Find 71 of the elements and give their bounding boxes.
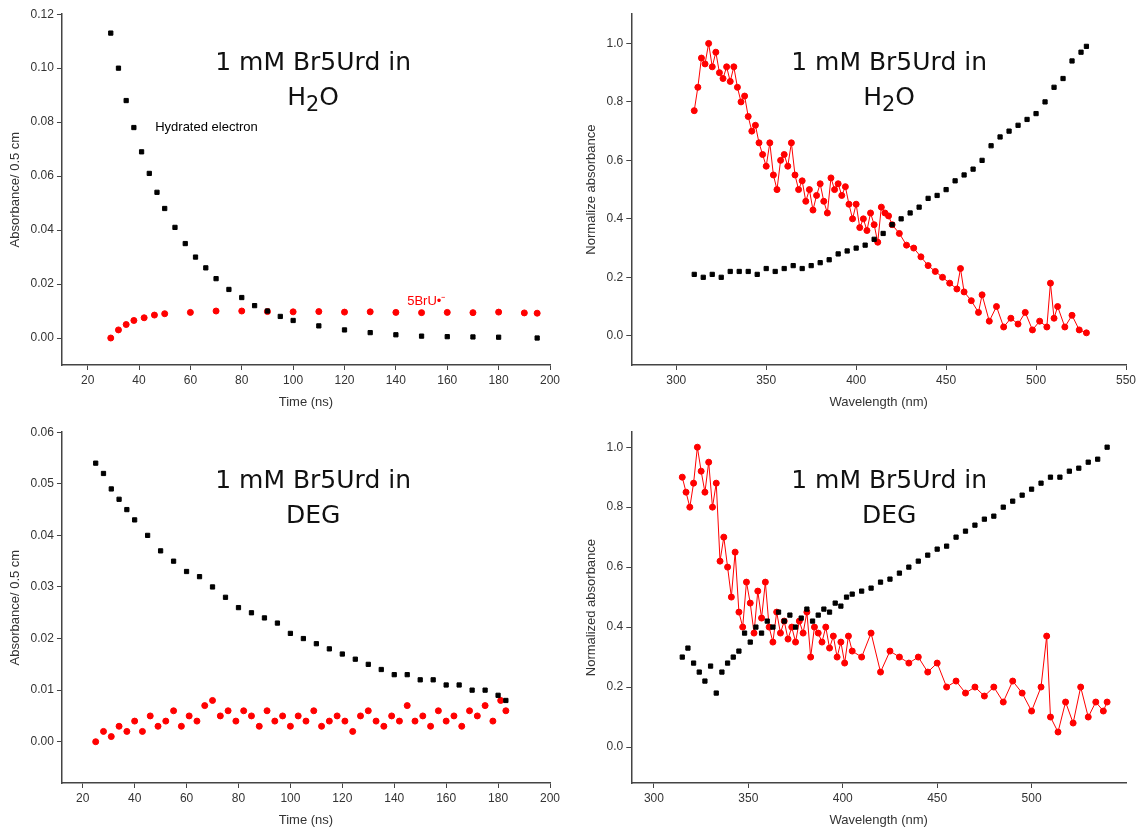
y-tick-label: 0.06	[30, 168, 55, 183]
series-label: Hydrated electron	[155, 119, 258, 134]
x-tick-label: 450	[927, 790, 948, 805]
text: 1 mM Br5Urd in DEG	[790, 464, 988, 531]
y-tick-label: 0.04	[30, 222, 55, 237]
x-tick-label: 160	[437, 372, 458, 387]
x-tick-label: 200	[539, 790, 561, 805]
x-tick-label: 350	[738, 790, 759, 805]
y-tick-label: 0.00	[30, 734, 55, 749]
x-tick-label: 500	[1026, 372, 1047, 387]
x-axis-title: Time (ns)	[278, 811, 334, 827]
x-tick-label: 20	[80, 372, 95, 387]
y-tick-label: 0.02	[30, 276, 55, 291]
x-tick-label: 120	[332, 790, 353, 805]
y-tick-label: 0.05	[30, 476, 55, 491]
y-tick-label: 1.0	[606, 35, 624, 50]
y-tick-label: 0.12	[30, 6, 55, 21]
y-tick-label: 0.8	[606, 499, 624, 514]
text: 1 mM Br5Urd in H$_{2}$O	[790, 46, 988, 118]
x-axis-title: Wavelength (nm)	[829, 811, 928, 827]
x-tick-label: 60	[183, 372, 198, 387]
x-tick-label: 140	[385, 372, 407, 387]
y-tick-label: 0.2	[606, 679, 624, 694]
y-tick-label: 0.01	[30, 682, 55, 697]
x-tick-label: 300	[643, 790, 665, 805]
y-tick-label: 0.2	[606, 269, 624, 284]
y-tick-label: 1.0	[606, 439, 624, 454]
y-tick-label: 0.6	[606, 152, 624, 167]
x-axis-title: Time (ns)	[278, 393, 334, 409]
y-tick-label: 0.08	[30, 114, 55, 129]
y-tick-label: 0.8	[606, 94, 624, 109]
x-tick-label: 200	[539, 372, 561, 387]
x-tick-label: 120	[334, 372, 355, 387]
y-axis-title: Normalized absorbance	[583, 538, 599, 677]
x-tick-label: 500	[1021, 790, 1042, 805]
series-label: 5BrU•⁻	[407, 292, 446, 310]
x-tick-label: 300	[666, 372, 687, 387]
y-axis-title: Absorbance/ 0.5 cm	[7, 131, 23, 248]
y-tick-label: 0.03	[30, 579, 55, 594]
y-tick-label: 0.0	[606, 328, 624, 343]
y-axis-title: Absorbance/ 0.5 cm	[7, 549, 23, 666]
y-tick-label: 0.02	[30, 630, 55, 645]
x-tick-label: 350	[756, 372, 777, 387]
x-tick-label: 20	[76, 790, 90, 805]
y-tick-label: 0.06	[30, 424, 55, 439]
x-tick-label: 100	[283, 372, 304, 387]
text: 1 mM Br5Urd in DEG	[214, 464, 412, 531]
y-axis-title: Normalize absorbance	[583, 124, 599, 255]
x-tick-label: 60	[179, 790, 194, 805]
x-tick-label: 400	[846, 372, 867, 387]
x-tick-label: 40	[132, 372, 147, 387]
x-tick-label: 180	[488, 790, 509, 805]
x-tick-label: 160	[436, 790, 457, 805]
y-tick-label: 0.00	[30, 330, 55, 345]
y-tick-label: 0.4	[606, 619, 624, 634]
y-tick-label: 0.4	[606, 211, 624, 226]
x-tick-label: 100	[280, 790, 301, 805]
x-tick-label: 450	[936, 372, 957, 387]
y-tick-label: 0.6	[606, 559, 624, 574]
x-tick-label: 40	[127, 790, 142, 805]
x-tick-label: 550	[1115, 372, 1137, 387]
x-tick-label: 140	[384, 790, 405, 805]
y-tick-label: 0.0	[606, 739, 624, 754]
x-tick-label: 80	[231, 790, 246, 805]
y-tick-label: 0.10	[30, 60, 55, 75]
x-tick-label: 180	[488, 372, 509, 387]
y-tick-label: 0.04	[30, 527, 55, 542]
x-tick-label: 80	[235, 372, 249, 387]
x-axis-title: Wavelength (nm)	[829, 393, 928, 409]
x-tick-label: 400	[832, 790, 854, 805]
text: 1 mM Br5Urd in H$_{2}$O	[214, 46, 412, 118]
